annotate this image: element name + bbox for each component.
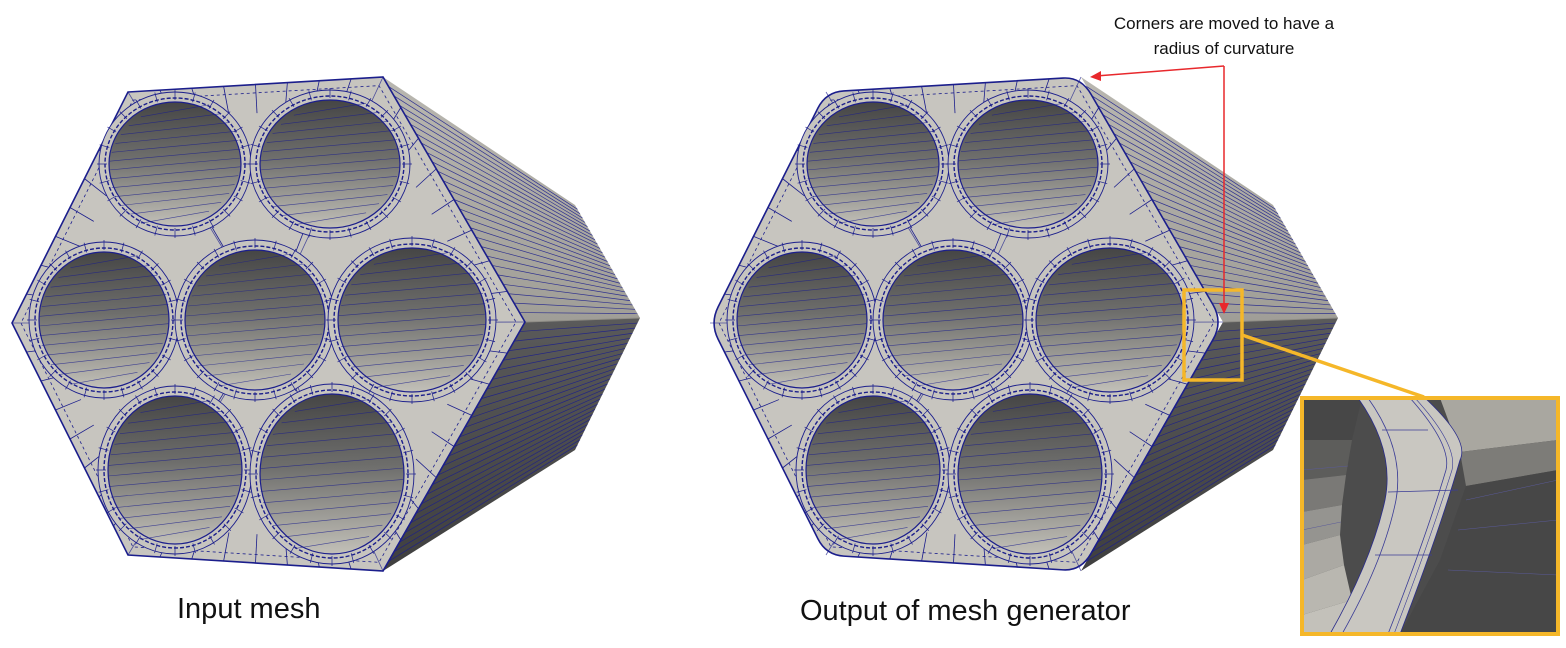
- zoom-inset-frame: [1300, 396, 1560, 636]
- zoom-inset: [1302, 398, 1558, 634]
- side-face-upper: [383, 77, 640, 322]
- annotation-line-2: radius of curvature: [1153, 39, 1295, 58]
- output-mesh-object: [710, 76, 1339, 572]
- side-face-lower: [383, 318, 640, 571]
- input-mesh-caption: Input mesh: [177, 593, 321, 625]
- annotation-line-1: Corners are moved to have a: [1113, 14, 1335, 33]
- side-face-upper: [1081, 77, 1338, 322]
- corner-annotation: Corners are moved to have a radius of cu…: [1084, 11, 1364, 61]
- output-mesh-caption: Output of mesh generator: [800, 595, 1131, 627]
- annotation-arrow: [1090, 65, 1229, 314]
- side-face-lower: [1081, 318, 1338, 571]
- zoom-connector-line: [1241, 333, 1425, 399]
- input-mesh-object: [11, 76, 641, 572]
